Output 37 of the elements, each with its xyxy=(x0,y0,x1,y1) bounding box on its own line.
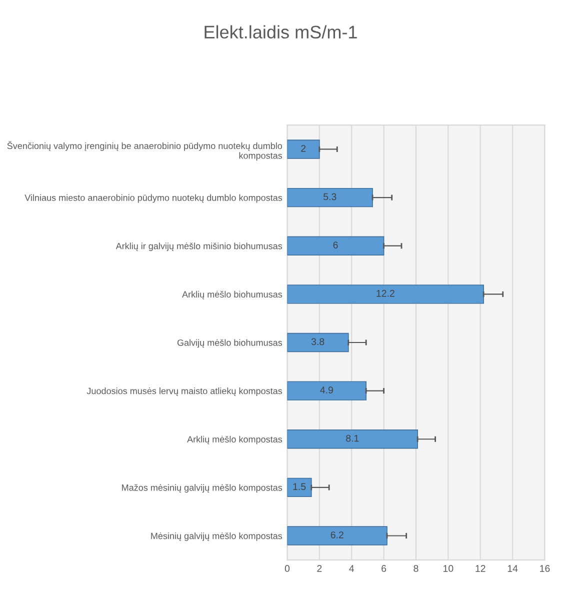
y-tick-label: Vilniaus miesto anaerobinio pūdymo nuotekų dumblo kompostas xyxy=(24,194,282,203)
y-tick-label: Galvijų mėšlo biohumusas xyxy=(177,339,282,348)
y-tick-label: Mažos mėsinių galvijų mėšlo kompostas xyxy=(122,484,282,493)
bar xyxy=(287,236,384,256)
y-tick-label: Švenčionių valymo įrenginių be anaerobinio pūdymo nuotekų dumblo kompostas xyxy=(7,141,282,161)
bar xyxy=(287,478,312,498)
x-tick-label: 0 xyxy=(284,565,290,572)
bar xyxy=(287,140,320,159)
chart-title: Elekt.laidis mS/m-1 xyxy=(204,25,357,39)
x-tick-label: 10 xyxy=(444,565,454,572)
x-tick-label: 16 xyxy=(540,565,550,572)
x-tick-label: 2 xyxy=(317,565,322,572)
bar xyxy=(287,526,388,546)
data-label: 6 xyxy=(333,242,338,248)
data-label: 12.2 xyxy=(376,290,394,297)
y-tick-label: Juodosios musės lervų maisto atliekų kompostas xyxy=(86,388,282,396)
bar xyxy=(287,332,349,352)
data-label: 3.8 xyxy=(311,338,324,346)
y-tick-label: Arklių mėšlo kompostas xyxy=(187,436,282,444)
x-tick-label: 8 xyxy=(414,565,418,572)
data-label: 6.2 xyxy=(330,531,344,538)
data-label: 1.5 xyxy=(293,483,306,490)
y-tick-label: Arklių ir galvijų mėšlo mišinio biohumusas xyxy=(116,242,282,252)
bar xyxy=(287,430,418,449)
x-tick-label: 14 xyxy=(508,565,518,572)
bar xyxy=(287,188,373,208)
data-label: 8.1 xyxy=(346,434,359,442)
y-tick-label: Mėsinių galvijų mėšlo kompostas xyxy=(151,532,282,541)
x-tick-label: 4 xyxy=(349,565,354,572)
x-tick-label: 12 xyxy=(476,565,486,572)
data-label: 4.9 xyxy=(320,386,333,394)
bar xyxy=(287,284,484,304)
bar xyxy=(287,381,367,400)
x-tick-label: 6 xyxy=(382,565,386,572)
y-tick-label: Arklių mėšlo biohumusas xyxy=(182,290,282,300)
data-label: 5.3 xyxy=(324,193,336,200)
data-label: 2 xyxy=(301,144,306,152)
